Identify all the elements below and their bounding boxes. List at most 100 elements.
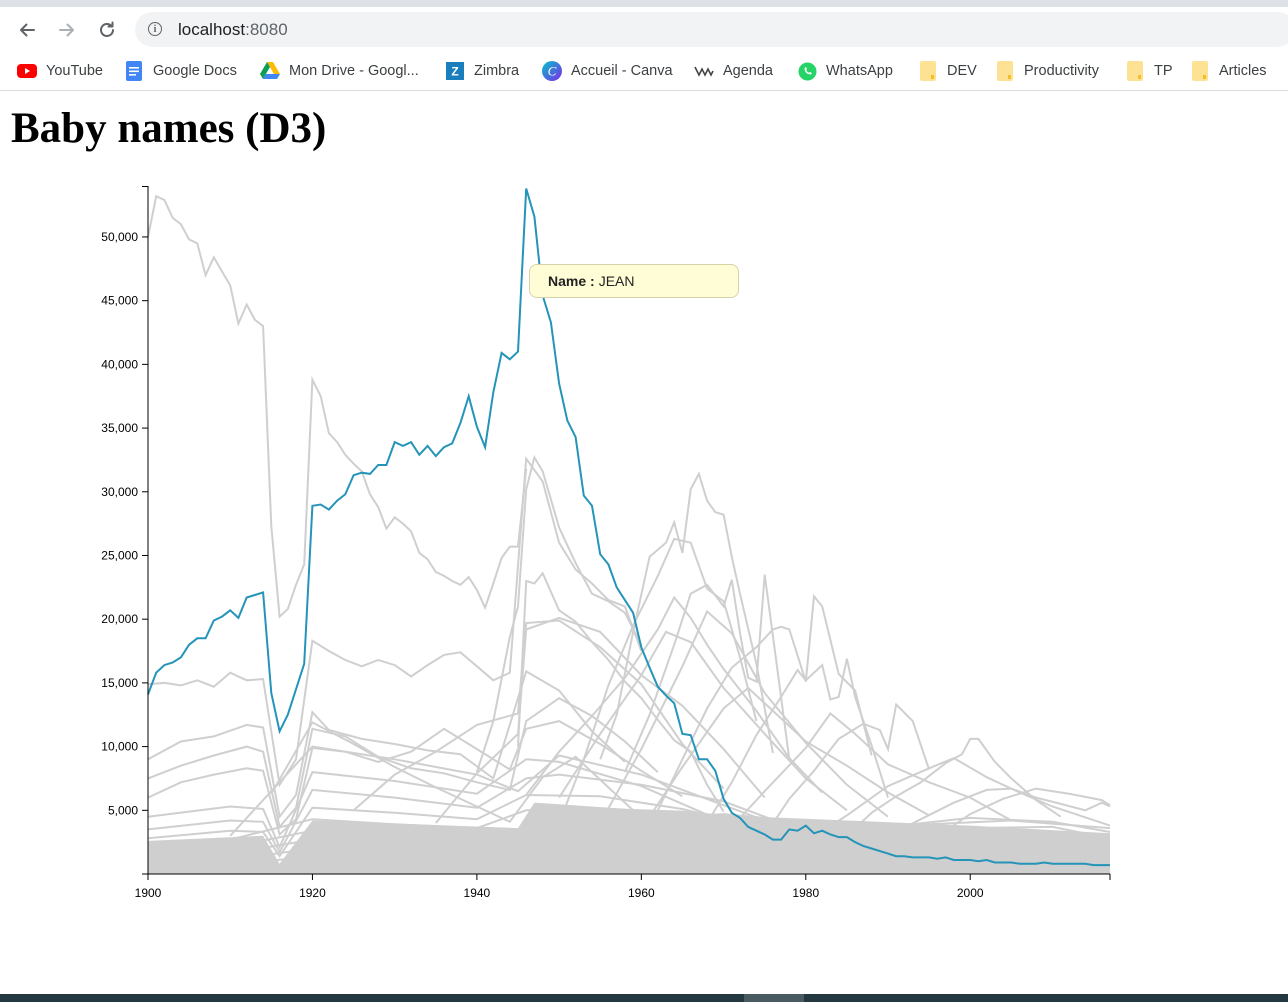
series-line[interactable] bbox=[229, 745, 848, 837]
y-tick-label: 30,000 bbox=[101, 485, 138, 499]
bookmark-articles[interactable]: Articles bbox=[1190, 60, 1267, 82]
x-tick-label: 1920 bbox=[299, 886, 326, 900]
bookmark-google-docs[interactable]: Google Docs bbox=[124, 60, 237, 82]
back-button[interactable] bbox=[14, 17, 40, 43]
y-tick-label: 5,000 bbox=[108, 803, 138, 817]
bookmark-zimbra[interactable]: Z Zimbra bbox=[445, 60, 519, 82]
x-tick-label: 1900 bbox=[135, 886, 162, 900]
series-line[interactable] bbox=[147, 194, 528, 619]
info-icon[interactable]: i bbox=[148, 22, 162, 36]
series-line[interactable] bbox=[656, 593, 873, 811]
tooltip-value: JEAN bbox=[598, 273, 635, 289]
baby-names-chart: 5,000 10,000 15,000 20,000 25,000 30,000 35,00… bbox=[101, 186, 1111, 900]
series-line[interactable] bbox=[147, 720, 683, 837]
tab-strip bbox=[0, 0, 1288, 7]
folder-icon bbox=[995, 61, 1015, 81]
y-tick-label: 10,000 bbox=[101, 740, 138, 754]
bookmark-label: Google Docs bbox=[153, 63, 237, 79]
series-line[interactable] bbox=[147, 455, 643, 788]
series-line[interactable] bbox=[805, 756, 1111, 843]
y-tick-label: 20,000 bbox=[101, 612, 138, 626]
series-line[interactable] bbox=[270, 721, 642, 824]
url-text: localhost:8080 bbox=[178, 20, 288, 40]
arrow-left-icon bbox=[20, 23, 35, 37]
url-host: localhost bbox=[178, 20, 246, 39]
reload-button[interactable] bbox=[94, 17, 120, 43]
name-tooltip: Name : JEAN bbox=[529, 264, 739, 298]
y-tick-label: 15,000 bbox=[101, 676, 138, 690]
y-tick-label: 50,000 bbox=[101, 230, 138, 244]
bookmark-label: Articles bbox=[1219, 63, 1267, 79]
dense-series-band bbox=[148, 802, 1110, 874]
bookmark-label: Productivity bbox=[1024, 63, 1099, 79]
series-line[interactable] bbox=[640, 686, 930, 830]
browser-toolbar: i localhost:8080 bbox=[0, 7, 1288, 52]
series-line[interactable] bbox=[147, 773, 807, 855]
x-axis: 1900 1920 1940 1960 1980 2000 bbox=[135, 873, 1111, 900]
bookmark-label: Zimbra bbox=[474, 63, 520, 79]
url-port: :8080 bbox=[245, 20, 288, 39]
whatsapp-icon bbox=[797, 62, 817, 80]
series-line[interactable] bbox=[599, 609, 889, 824]
youtube-icon bbox=[17, 62, 37, 80]
series-line[interactable] bbox=[623, 574, 791, 773]
bookmark-productivity[interactable]: Productivity bbox=[995, 60, 1099, 82]
series-line[interactable] bbox=[722, 712, 1012, 837]
tooltip-label: Name : bbox=[548, 273, 595, 289]
series-line[interactable] bbox=[763, 702, 931, 837]
x-tick-label: 1940 bbox=[464, 886, 491, 900]
series-line[interactable] bbox=[525, 595, 823, 796]
bookmarks-bar: YouTube Google Docs Mon Drive - Googl... Z Z… bbox=[0, 52, 1288, 91]
forward-button[interactable] bbox=[54, 17, 80, 43]
address-bar[interactable]: i localhost:8080 bbox=[135, 12, 1288, 47]
highlighted-series-group bbox=[147, 188, 1110, 867]
bookmark-label: Agenda bbox=[723, 63, 773, 79]
svg-text:Z: Z bbox=[451, 65, 458, 79]
series-line[interactable] bbox=[558, 537, 758, 824]
reload-icon bbox=[100, 21, 114, 37]
bookmark-label: DEV bbox=[947, 63, 977, 79]
bookmark-dev[interactable]: DEV bbox=[918, 60, 977, 82]
bookmark-accueil-canva[interactable]: C Accueil - Canva bbox=[542, 60, 673, 82]
series-line[interactable] bbox=[352, 619, 725, 812]
bookmark-label: TP bbox=[1154, 63, 1173, 79]
series-line[interactable] bbox=[599, 471, 774, 760]
x-tick-label: 1980 bbox=[792, 886, 819, 900]
bookmark-tp[interactable]: TP bbox=[1125, 60, 1173, 82]
zimbra-icon: Z bbox=[445, 62, 465, 80]
highlighted-series-line[interactable] bbox=[147, 188, 1110, 867]
y-tick-label: 40,000 bbox=[101, 357, 138, 371]
bookmark-mon-drive-googl[interactable]: Mon Drive - Googl... bbox=[260, 60, 419, 82]
bookmark-label: Accueil - Canva bbox=[571, 63, 673, 79]
y-tick-label: 35,000 bbox=[101, 421, 138, 435]
google-docs-icon bbox=[124, 61, 144, 81]
series-line[interactable] bbox=[928, 787, 1111, 843]
google-drive-icon bbox=[260, 62, 280, 80]
bookmark-label: WhatsApp bbox=[826, 63, 893, 79]
folder-icon bbox=[918, 61, 938, 81]
series-line[interactable] bbox=[475, 454, 643, 773]
bookmark-youtube[interactable]: YouTube bbox=[17, 60, 103, 82]
background-series-group bbox=[147, 194, 1111, 874]
svg-text:C: C bbox=[548, 64, 557, 79]
y-tick-label: 45,000 bbox=[101, 294, 138, 308]
series-line[interactable] bbox=[147, 758, 724, 850]
y-tick-label: 25,000 bbox=[101, 548, 138, 562]
bookmark-label: YouTube bbox=[46, 63, 103, 79]
y-axis: 5,000 10,000 15,000 20,000 25,000 30,000 35,00… bbox=[101, 186, 149, 875]
series-line[interactable] bbox=[435, 616, 766, 824]
bookmark-agenda[interactable]: Agenda bbox=[694, 60, 773, 82]
agenda-icon bbox=[694, 62, 714, 80]
bookmark-whatsapp[interactable]: WhatsApp bbox=[797, 60, 893, 82]
folder-icon bbox=[1125, 61, 1145, 81]
page-title: Baby names (D3) bbox=[11, 105, 327, 152]
arrow-right-icon bbox=[59, 23, 74, 37]
canva-icon: C bbox=[542, 61, 562, 81]
series-line[interactable] bbox=[846, 737, 1062, 837]
bookmark-label: Mon Drive - Googl... bbox=[289, 63, 419, 79]
series-line[interactable] bbox=[147, 669, 626, 820]
series-line[interactable] bbox=[706, 658, 889, 824]
taskbar-strip bbox=[0, 994, 1288, 1002]
x-tick-label: 2000 bbox=[957, 886, 984, 900]
folder-icon bbox=[1190, 61, 1210, 81]
